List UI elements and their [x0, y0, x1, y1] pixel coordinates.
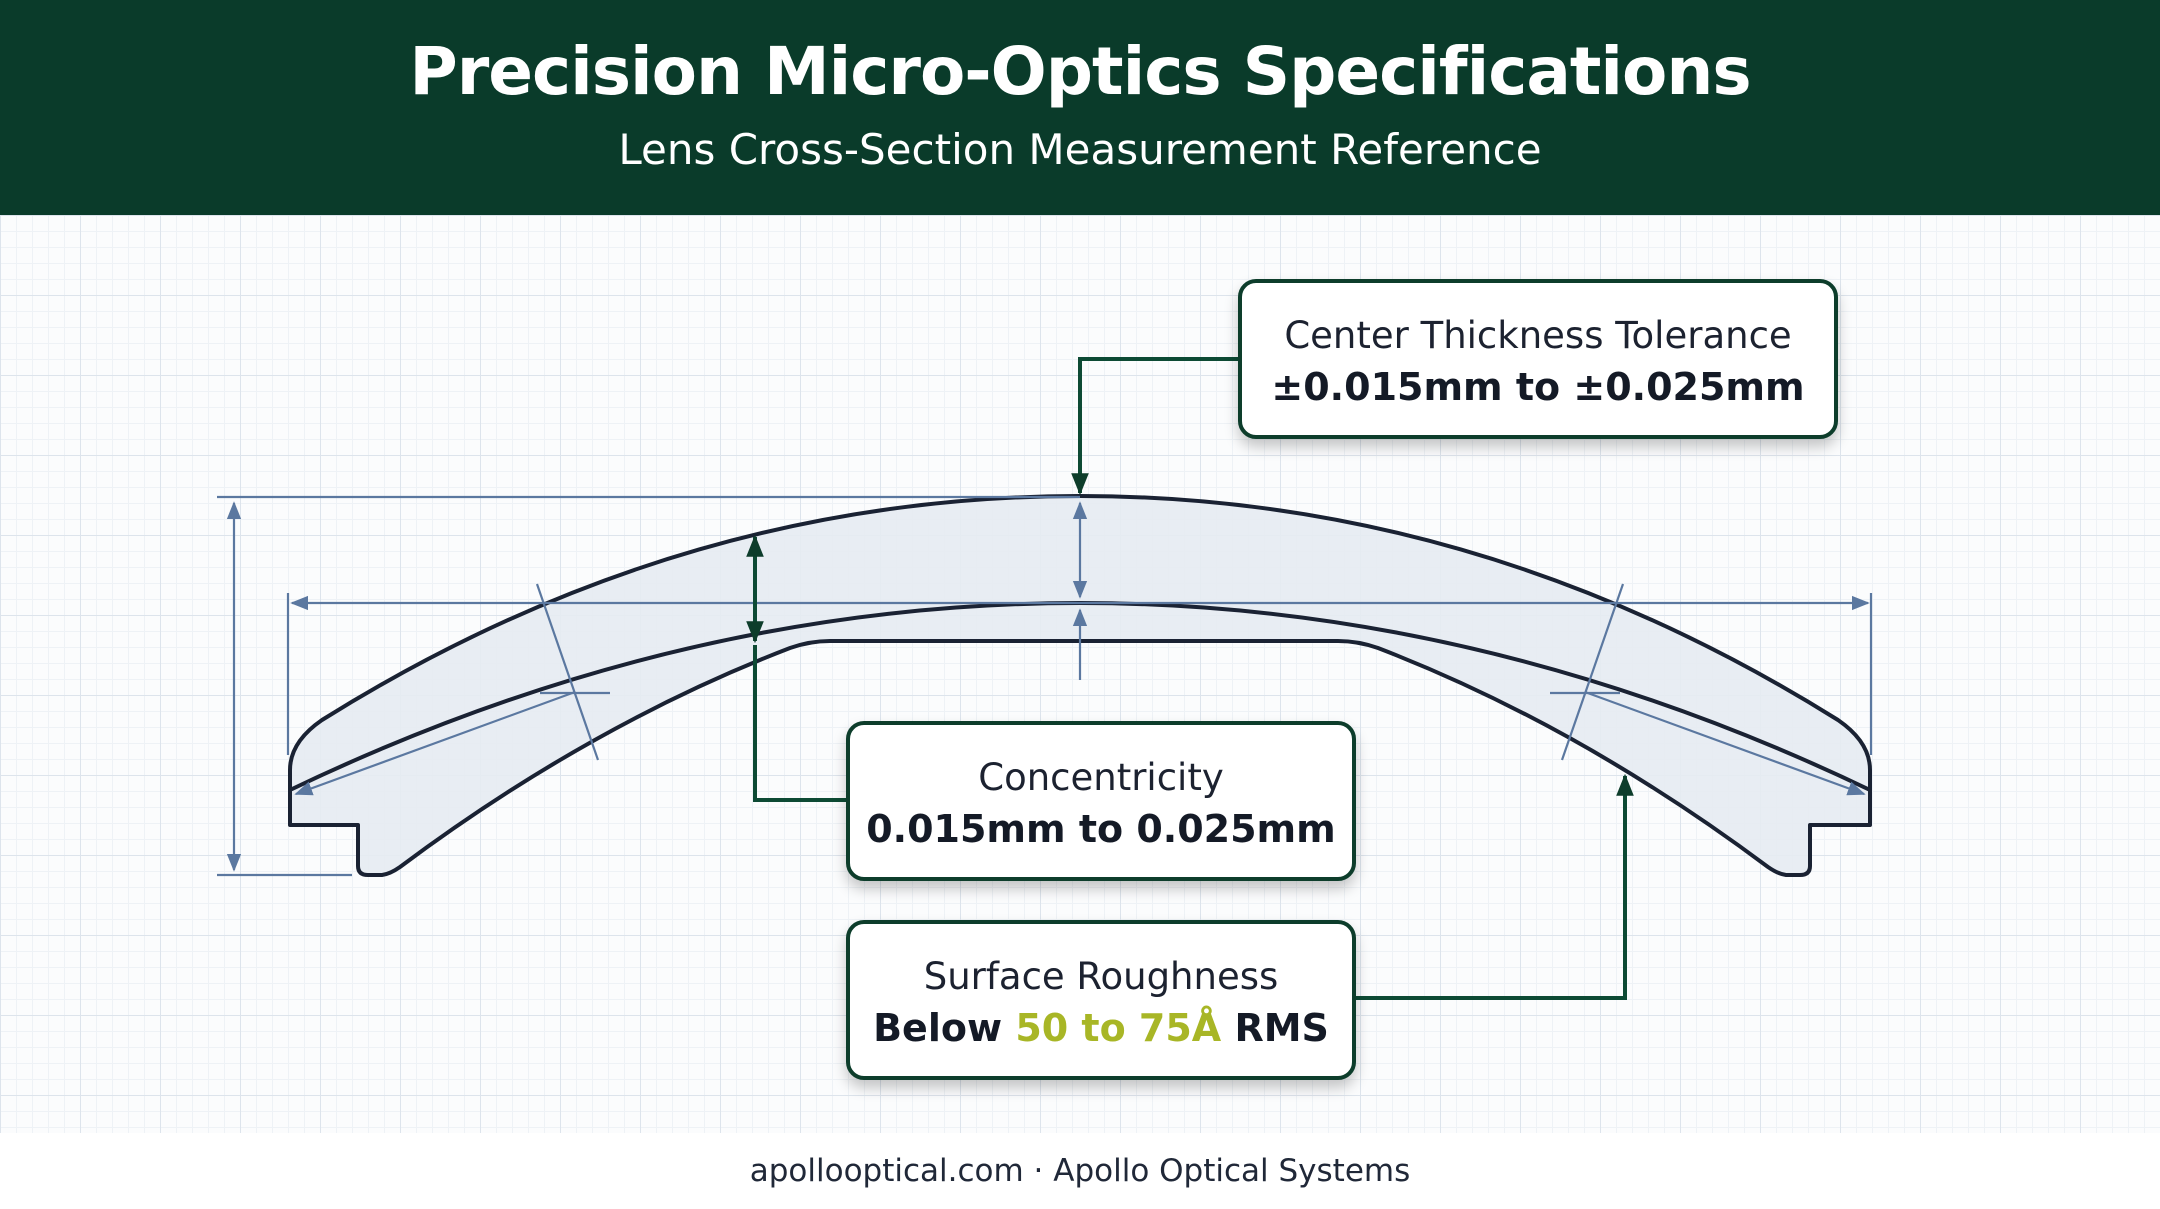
surface-roughness-callout: Surface Roughness Below 50 to 75Å RMS: [846, 920, 1356, 1080]
lens-outline: [288, 494, 1872, 877]
concentricity-callout: Concentricity 0.015mm to 0.025mm: [846, 721, 1356, 881]
surface-roughness-label: Surface Roughness: [923, 955, 1279, 998]
roughness-prefix: Below: [873, 1006, 1003, 1050]
roughness-suffix: RMS: [1234, 1006, 1329, 1050]
roughness-highlight: 50 to 75Å: [1015, 1006, 1222, 1050]
header-banner: Precision Micro-Optics Specifications Le…: [0, 0, 2160, 215]
page-subtitle: Lens Cross-Section Measurement Reference: [618, 125, 1542, 174]
concentricity-label: Concentricity: [978, 756, 1224, 799]
concentricity-leader-line: [753, 645, 846, 802]
center-thickness-value: ±0.015mm to ±0.025mm: [1271, 365, 1805, 409]
surface-roughness-value: Below 50 to 75Å RMS: [850, 1002, 1352, 1054]
roughness-leader-line: [1356, 773, 1634, 1000]
concentricity-value: 0.015mm to 0.025mm: [866, 807, 1336, 851]
left-radius-line: [294, 690, 576, 796]
center-thickness-callout: Center Thickness Tolerance ±0.015mm to ±…: [1238, 279, 1838, 439]
left-tick-a: [535, 583, 600, 761]
page-title: Precision Micro-Optics Specifications: [409, 33, 1751, 110]
thickness-leader-line: [1071, 357, 1238, 496]
right-tick-a: [1560, 583, 1625, 761]
center-thickness-label: Center Thickness Tolerance: [1284, 314, 1792, 357]
lens-cross-section-diagram: [217, 357, 1873, 1000]
footer-credit: apollooptical.com · Apollo Optical Syste…: [0, 1133, 2160, 1206]
right-radius-line: [1584, 690, 1866, 796]
